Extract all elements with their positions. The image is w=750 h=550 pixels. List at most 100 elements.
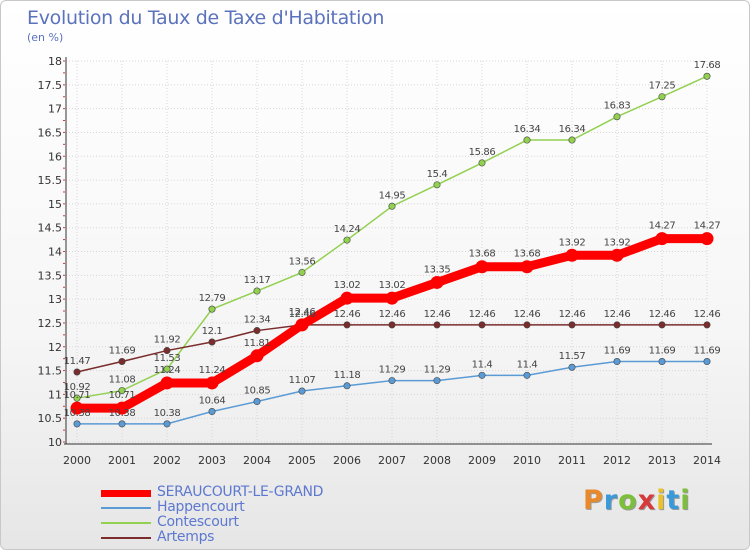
data-label: 12.46 (379, 309, 406, 320)
chart-title: Evolution du Taux de Taxe d'Habitation (27, 7, 385, 29)
data-point (655, 232, 669, 246)
data-point (343, 382, 351, 390)
data-label: 11.81 (244, 338, 271, 349)
data-point (70, 401, 84, 415)
data-label: 10.71 (109, 390, 136, 401)
data-label: 10.85 (244, 386, 271, 397)
y-tick-label: 13.5 (38, 269, 63, 282)
data-point (703, 72, 711, 80)
data-label: 11.69 (604, 346, 631, 357)
data-label: 11.24 (199, 365, 226, 376)
data-label: 11.4 (472, 359, 493, 370)
legend-label-artemps: Artemps (157, 529, 215, 545)
x-tick-label: 2009 (468, 454, 496, 467)
y-tick-label: 15.5 (38, 174, 63, 187)
legend-label-happencourt: Happencourt (157, 499, 245, 515)
data-point (658, 358, 666, 366)
x-tick-label: 2007 (378, 454, 406, 467)
data-point (433, 377, 441, 385)
data-point (568, 136, 576, 144)
data-point (430, 275, 444, 289)
data-point (163, 347, 171, 355)
data-label: 12.46 (289, 307, 316, 318)
y-tick-label: 18 (48, 55, 62, 68)
data-point (610, 248, 624, 262)
data-label: 11.57 (559, 351, 586, 362)
x-tick-label: 2008 (423, 454, 451, 467)
data-point (523, 136, 531, 144)
data-point (703, 358, 711, 366)
data-label: 13.35 (424, 264, 451, 275)
legend-label-seraucourt: SERAUCOURT-LE-GRAND (157, 484, 324, 500)
data-label: 17.25 (649, 81, 676, 92)
data-point (520, 260, 534, 274)
data-point (115, 401, 129, 415)
data-label: 13.68 (514, 249, 541, 260)
data-point (700, 232, 714, 246)
data-point (613, 321, 621, 329)
data-label: 13.68 (469, 249, 496, 260)
data-point (343, 321, 351, 329)
data-label: 13.02 (334, 280, 361, 291)
data-label: 11.07 (289, 375, 316, 386)
data-point (523, 321, 531, 329)
data-label: 15.86 (469, 147, 496, 158)
data-label: 11.18 (334, 370, 361, 381)
y-tick-label: 15 (48, 198, 62, 211)
logo-letter: o (618, 485, 638, 516)
data-label: 11.24 (154, 365, 181, 376)
data-point (475, 260, 489, 274)
x-tick-label: 2012 (603, 454, 631, 467)
data-label: 12.34 (244, 315, 271, 326)
data-label: 16.83 (604, 101, 631, 112)
data-label: 13.02 (379, 280, 406, 291)
data-label: 12.79 (199, 293, 226, 304)
x-tick-label: 2004 (243, 454, 271, 467)
x-tick-label: 2002 (153, 454, 181, 467)
y-tick-label: 12.5 (38, 317, 63, 330)
data-point (385, 291, 399, 305)
data-labels: 10.92 11.08 11.53 12.79 13.17 13.56 14.24 14.95… (64, 60, 721, 419)
axes: 10 10.5 11 11.5 12 12.5 13 13.5 14 14.5 15 15.5 16 16… (38, 55, 722, 467)
data-point (478, 159, 486, 167)
data-point (253, 327, 261, 335)
data-label: 14.95 (379, 190, 406, 201)
data-point (565, 248, 579, 262)
data-point (118, 358, 126, 366)
y-tick-label: 13 (48, 293, 62, 306)
data-label: 11.69 (694, 346, 721, 357)
data-label: 16.34 (559, 124, 586, 135)
data-label: 12.46 (514, 309, 541, 320)
x-tick-label: 2000 (63, 454, 91, 467)
data-point (295, 318, 309, 332)
legend-swatch-artemps (101, 537, 151, 539)
legend-swatch-happencourt (101, 507, 151, 509)
y-tick-label: 16.5 (38, 126, 63, 139)
data-label: 12.46 (469, 309, 496, 320)
data-label: 14.27 (649, 221, 676, 232)
data-point (703, 321, 711, 329)
legend-swatch-contescourt (101, 522, 151, 524)
data-label: 12.46 (289, 309, 316, 320)
data-label: 11.69 (109, 346, 136, 357)
data-point (658, 321, 666, 329)
data-label: 12.46 (424, 309, 451, 320)
data-label: 10.38 (109, 408, 136, 419)
data-point (160, 376, 174, 390)
logo-letter: i (680, 485, 691, 516)
data-point (298, 387, 306, 395)
data-label: 13.17 (244, 275, 271, 286)
x-tick-label: 2011 (558, 454, 586, 467)
data-point (163, 420, 171, 428)
data-label: 13.56 (289, 256, 316, 267)
data-point (388, 377, 396, 385)
data-point (253, 287, 261, 295)
x-tick-label: 2005 (288, 454, 316, 467)
data-point (343, 236, 351, 244)
data-point (118, 420, 126, 428)
data-point (163, 365, 171, 373)
data-label: 11.4 (517, 359, 538, 370)
data-point (433, 181, 441, 189)
